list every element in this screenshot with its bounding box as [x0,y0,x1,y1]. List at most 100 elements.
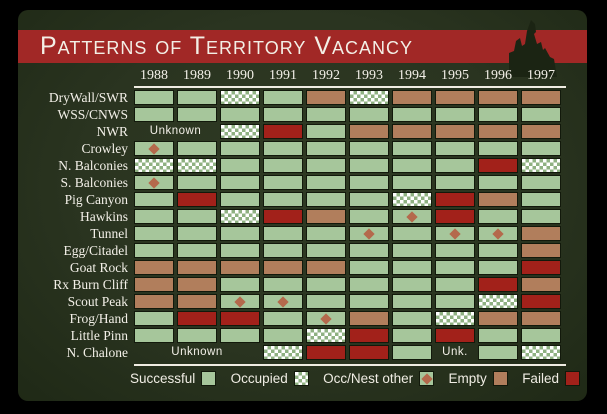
cell-little-pinn-1992 [306,328,346,343]
cell-tunnel-1997 [521,226,561,241]
occ-nest-other-diamond-icon [449,227,461,240]
cell-s-balconies-1989 [177,175,217,190]
occ-nest-other-diamond-icon [234,295,246,308]
cell-egg-citadel-1992 [306,243,346,258]
occ-nest-other-diamond-icon [421,373,433,385]
cell-s-balconies-1995 [435,175,475,190]
cell-pig-canyon-1992 [306,192,346,207]
cell-goat-rock-1991 [263,260,303,275]
cell-pig-canyon-1988 [134,192,174,207]
year-label-1992: 1992 [312,68,340,83]
cell-little-pinn-1993 [349,328,389,343]
slide: Patterns of Territory Vacancy 1988 1989 19… [18,10,587,401]
cell-scout-peak-1995 [435,294,475,309]
cell-n-balconies-1991 [263,158,303,173]
cell-wss-cnws-1995 [435,107,475,122]
row-label: Little Pinn [70,328,128,343]
cell-drywall-swr-1994 [392,90,432,105]
cell-tunnel-1989 [177,226,217,241]
row-label: Pig Canyon [64,192,128,207]
row-label: Egg/Citadel [63,243,129,258]
cell-wss-cnws-1996 [478,107,518,122]
row-label: S. Balconies [60,175,129,190]
cell-little-pinn-1991 [263,328,303,343]
cell-goat-rock-1990 [220,260,260,275]
cell-frog-hand-1997 [521,311,561,326]
cell-pig-canyon-1990 [220,192,260,207]
cell-pig-canyon-1996 [478,192,518,207]
legend-label: Occ/Nest other [323,371,414,386]
cell-frog-hand-1988 [134,311,174,326]
legend-item-occ-nest-other: Occ/Nest other [323,371,435,386]
title-banner: Patterns of Territory Vacancy [18,20,587,77]
cell-crowley-1996 [478,141,518,156]
cell-hawkins-1993 [349,209,389,224]
cell-little-pinn-1994 [392,328,432,343]
cell-drywall-swr-1989 [177,90,217,105]
cell-s-balconies-1994 [392,175,432,190]
row-label: Scout Peak [67,294,128,309]
cell-goat-rock-1992 [306,260,346,275]
legend-label: Empty [448,371,487,386]
cell-s-balconies-1992 [306,175,346,190]
cell-little-pinn-1988 [134,328,174,343]
axis-line-bottom [134,364,566,366]
cell-n-chalone-1993 [349,345,389,360]
cell-wss-cnws-1989 [177,107,217,122]
occ-nest-other-diamond-icon [148,142,160,155]
cell-rx-burn-cliff-1989 [177,277,217,292]
cell-wss-cnws-1990 [220,107,260,122]
cell-nwr-1994 [392,124,432,139]
cell-pig-canyon-1991 [263,192,303,207]
cell-frog-hand-1992 [306,311,346,326]
row-label: Crowley [81,141,129,156]
cell-rx-burn-cliff-1988 [134,277,174,292]
legend-swatch-S [201,371,217,386]
cell-n-balconies-1992 [306,158,346,173]
cell-rx-burn-cliff-1995 [435,277,475,292]
year-label-1995: 1995 [441,68,469,83]
cell-egg-citadel-1990 [220,243,260,258]
cell-hawkins-1992 [306,209,346,224]
cell-rx-burn-cliff-1991 [263,277,303,292]
row-label: Rx Burn Cliff [53,277,128,292]
page-title: Patterns of Territory Vacancy [40,32,414,60]
cell-little-pinn-1989 [177,328,217,343]
cell-scout-peak-1994 [392,294,432,309]
legend-item-successful: Successful [130,371,217,386]
cell-wss-cnws-1988 [134,107,174,122]
cell-goat-rock-1997 [521,260,561,275]
cell-n-balconies-1993 [349,158,389,173]
cell-n-balconies-1996 [478,158,518,173]
occ-nest-other-diamond-icon [320,312,332,325]
cell-tunnel-1995 [435,226,475,241]
unknown-note: Unknown [149,125,202,137]
cell-tunnel-1988 [134,226,174,241]
cell-tunnel-1993 [349,226,389,241]
cell-wss-cnws-1991 [263,107,303,122]
cell-s-balconies-1997 [521,175,561,190]
cell-scout-peak-1993 [349,294,389,309]
row-label: Frog/Hand [69,311,129,326]
unknown-note: Unk. [442,346,468,358]
cell-s-balconies-1991 [263,175,303,190]
cell-pig-canyon-1995 [435,192,475,207]
cell-little-pinn-1995 [435,328,475,343]
legend: Successful Occupied Occ/Nest other Empty Fai… [130,371,580,386]
legend-label: Occupied [230,371,288,386]
cell-wss-cnws-1992 [306,107,346,122]
cell-scout-peak-1988 [134,294,174,309]
row-label: DryWall/SWR [48,90,128,105]
cell-tunnel-1992 [306,226,346,241]
cell-s-balconies-1996 [478,175,518,190]
cell-frog-hand-1989 [177,311,217,326]
year-label-1990: 1990 [226,68,254,83]
cell-nwr-1995 [435,124,475,139]
cell-egg-citadel-1993 [349,243,389,258]
cell-hawkins-1989 [177,209,217,224]
cell-little-pinn-1996 [478,328,518,343]
year-label-1991: 1991 [269,68,297,83]
year-label-1993: 1993 [355,68,383,83]
cell-frog-hand-1996 [478,311,518,326]
cell-frog-hand-1990 [220,311,260,326]
